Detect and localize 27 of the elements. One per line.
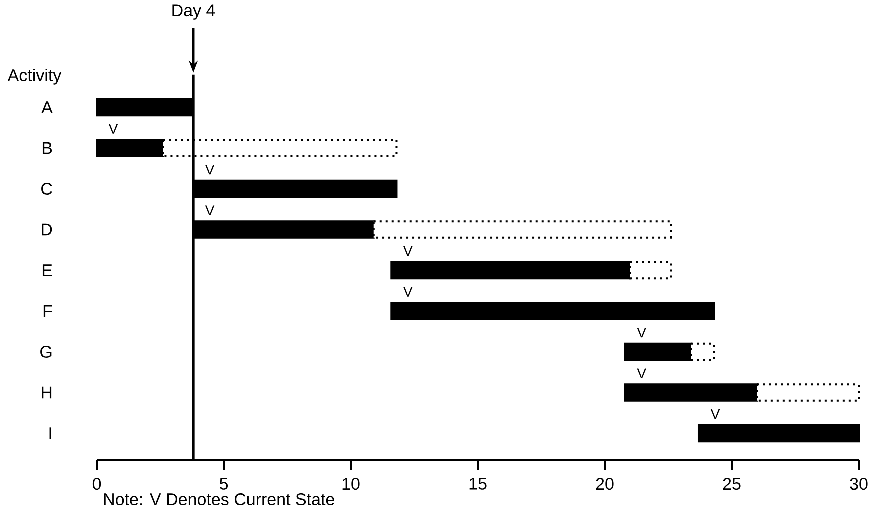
- y-tick-label: F: [44, 305, 52, 318]
- x-tick-label: 20: [596, 478, 614, 490]
- data-label: V: [710, 410, 720, 420]
- y-tick-label: C: [42, 183, 52, 196]
- x-tick-label: 30: [850, 478, 868, 490]
- y-tick-label: D: [42, 224, 52, 236]
- y-tick-label: B: [42, 142, 52, 154]
- data-label: V: [637, 368, 646, 378]
- data-label: V: [205, 206, 215, 216]
- x-tick-label: 0: [92, 478, 102, 490]
- y-tick-label: H: [42, 386, 52, 399]
- x-tick-label: 25: [723, 478, 741, 490]
- x-tick-label: 10: [342, 478, 360, 490]
- data-label: V: [205, 165, 215, 175]
- x-tick-label: 15: [470, 478, 487, 490]
- data-label: V: [404, 246, 413, 256]
- y-tick-label: G: [40, 346, 52, 358]
- text: Note: V Denotes Current State: [104, 494, 334, 506]
- ref-line-label: Day 4: [172, 4, 216, 20]
- data-label: V: [404, 287, 413, 297]
- x-tick-label: 5: [220, 478, 228, 490]
- y-tick-label: A: [42, 102, 53, 114]
- data-label: V: [637, 328, 646, 338]
- y-tick-label: I: [50, 428, 52, 440]
- data-label: V: [108, 124, 118, 134]
- y-tick-label: E: [42, 264, 52, 276]
- y-axis-title: Activity: [8, 69, 62, 85]
